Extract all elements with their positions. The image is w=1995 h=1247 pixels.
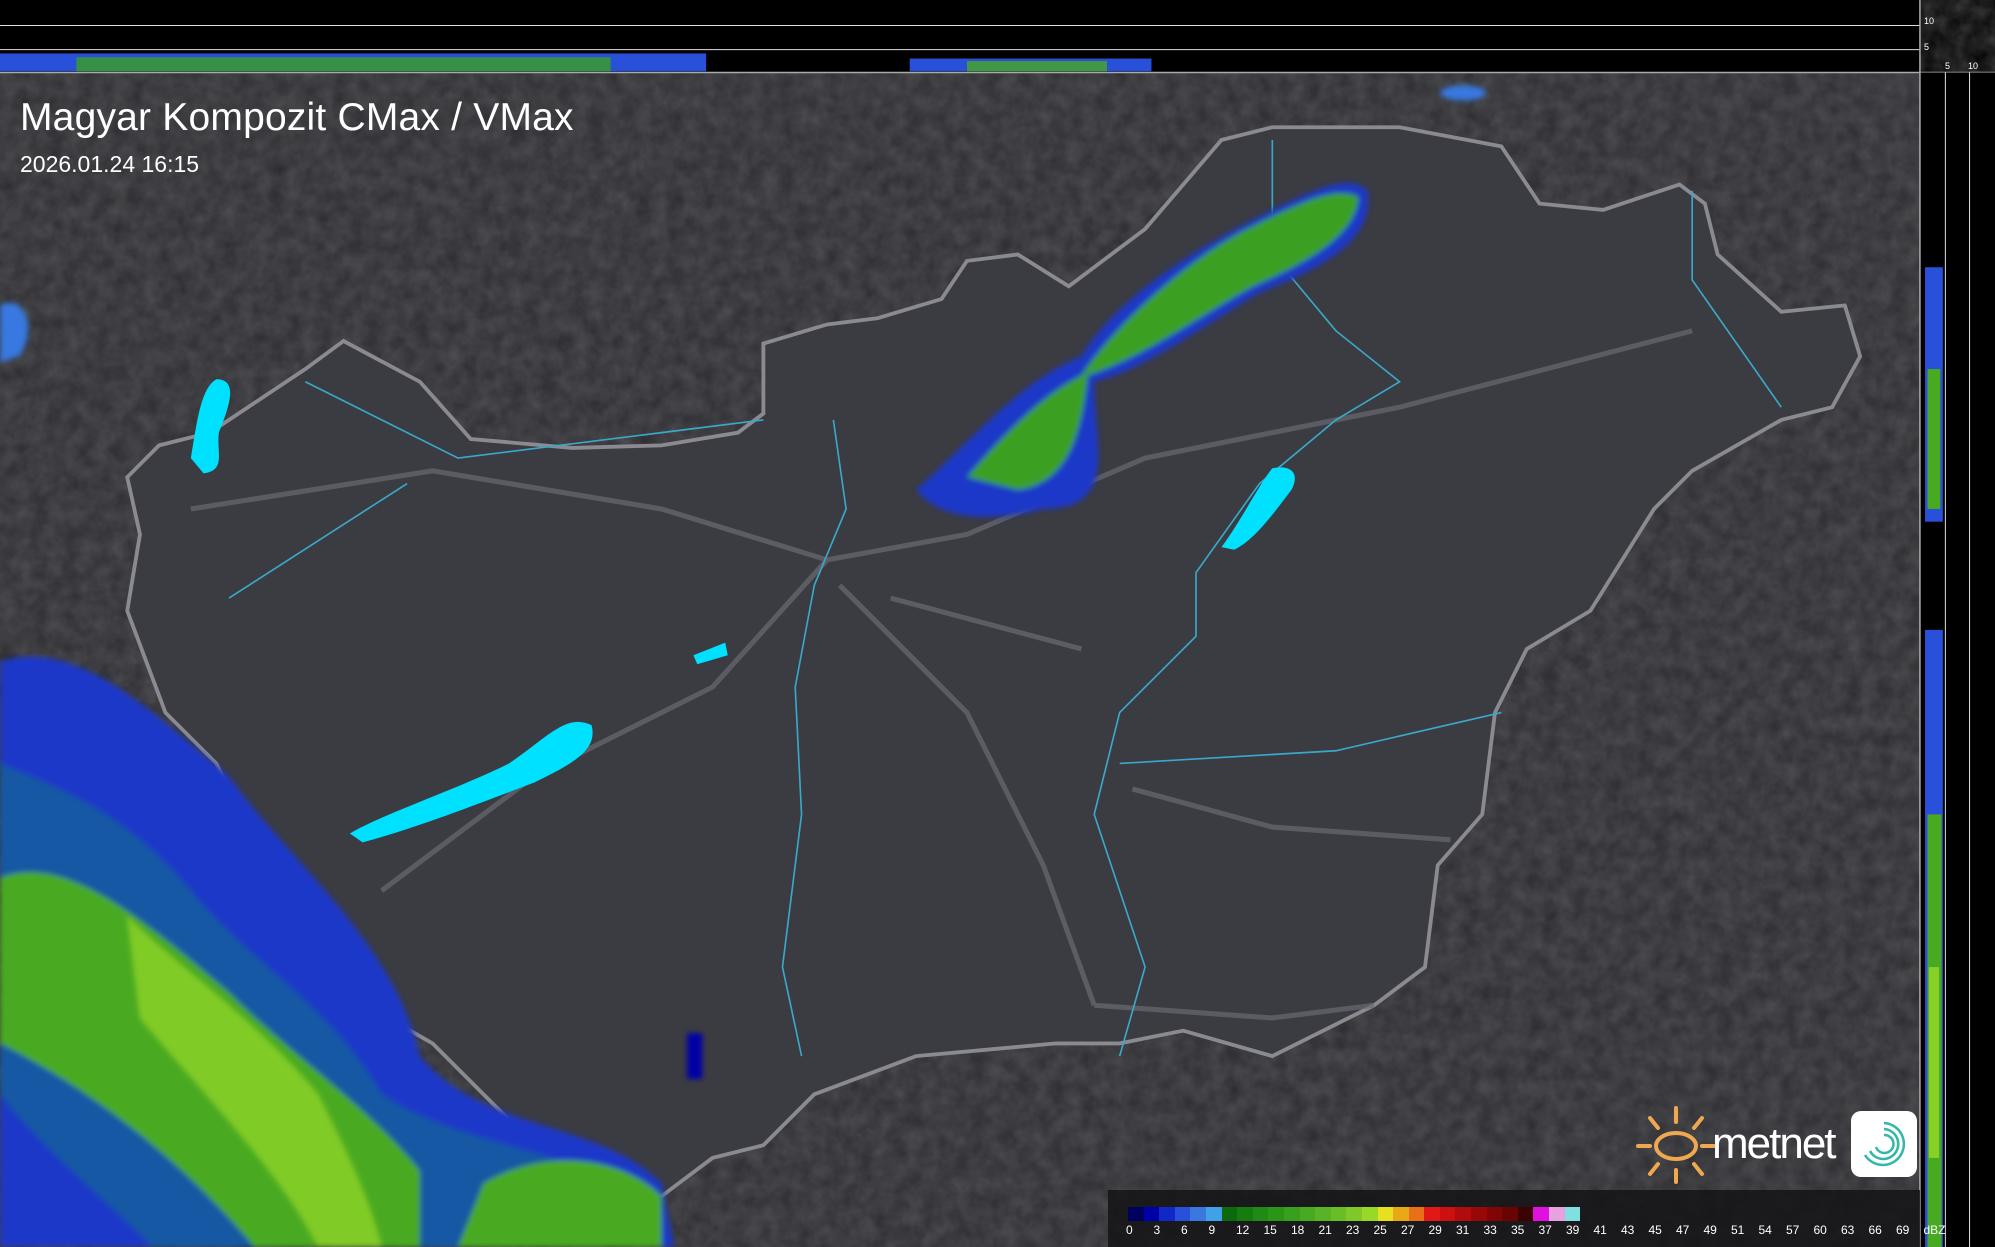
metnet-logo: metnet	[1636, 1104, 1917, 1184]
legend-swatch	[1174, 1207, 1191, 1221]
legend-label: 6	[1181, 1223, 1188, 1237]
legend-swatch	[1564, 1207, 1581, 1221]
legend-swatch	[1533, 1207, 1550, 1221]
legend-label: 51	[1731, 1223, 1745, 1237]
legend-label: 39	[1566, 1223, 1580, 1237]
legend-swatch	[1221, 1207, 1238, 1221]
legend-swatch	[1471, 1207, 1487, 1221]
rivers	[228, 139, 1782, 1057]
legend-swatch	[1159, 1207, 1175, 1221]
legend-label: dBZ	[1923, 1223, 1946, 1237]
sun-icon	[1636, 1106, 1716, 1184]
legend-labels: 0 3 6 9 12 15 18 21 23 25 27 29 31 33 35 37 39 41 43 45 47 49…	[1126, 1223, 1951, 1237]
map-timestamp: 2026.01.24 16:15	[20, 151, 200, 177]
lake-tisza	[1221, 467, 1295, 550]
legend-swatch	[1393, 1207, 1409, 1221]
legend-label: 37	[1538, 1223, 1552, 1237]
lake-velence	[693, 642, 728, 665]
legend-label: 49	[1703, 1223, 1717, 1237]
legend-label: 12	[1236, 1223, 1250, 1237]
legend-label: 57	[1786, 1223, 1800, 1237]
legend-color-bar	[1128, 1207, 1581, 1221]
legend-label: 43	[1621, 1223, 1635, 1237]
legend-swatch	[1299, 1207, 1316, 1221]
legend-swatch	[1377, 1207, 1394, 1221]
legend-swatch	[1346, 1207, 1362, 1221]
legend-swatch	[1143, 1207, 1160, 1221]
legend-label: 47	[1676, 1223, 1690, 1237]
legend-swatch	[1268, 1207, 1284, 1221]
horizontal-scale-label: 10	[1968, 61, 1979, 71]
legend-label: 33	[1483, 1223, 1497, 1237]
legend-label: 63	[1841, 1223, 1855, 1237]
legend-label: 45	[1648, 1223, 1662, 1237]
legend-label: 25	[1373, 1223, 1387, 1237]
legend-label: 29	[1428, 1223, 1442, 1237]
legend-swatch	[1330, 1207, 1347, 1221]
swirl-icon	[1850, 1111, 1917, 1177]
legend-swatch	[1315, 1207, 1331, 1221]
vertical-scale-label: 5	[1924, 42, 1930, 52]
radar-echoes	[0, 85, 1487, 1247]
legend-swatch	[1408, 1207, 1425, 1221]
legend-swatch	[1205, 1207, 1222, 1221]
legend-label: 41	[1593, 1223, 1607, 1237]
legend-swatch	[1549, 1207, 1565, 1221]
legend-swatch	[1517, 1207, 1534, 1221]
legend-swatch	[1439, 1207, 1456, 1221]
legend-swatch	[1237, 1207, 1253, 1221]
lake-neusiedl	[190, 379, 231, 474]
legend-label: 18	[1291, 1223, 1305, 1237]
dbz-legend: 0 3 6 9 12 15 18 21 23 25 27 29 31 33 35 37 39 41 43 45 47 49…	[1108, 1190, 1946, 1247]
roads	[190, 328, 1693, 1021]
legend-swatch	[1455, 1207, 1472, 1221]
legend-swatch	[1128, 1207, 1144, 1221]
legend-label: 31	[1456, 1223, 1470, 1237]
legend-swatch	[1283, 1207, 1300, 1221]
legend-label: 9	[1208, 1223, 1216, 1237]
legend-label: 15	[1263, 1223, 1277, 1237]
legend-swatch	[1424, 1207, 1440, 1221]
legend-label: 0	[1126, 1223, 1133, 1237]
legend-swatch	[1190, 1207, 1206, 1221]
legend-swatch	[1486, 1207, 1503, 1221]
vertical-scale-label: 10	[1924, 16, 1935, 26]
legend-label: 66	[1868, 1223, 1882, 1237]
legend-label: 3	[1153, 1223, 1161, 1237]
legend-label: 23	[1346, 1223, 1360, 1237]
legend-swatch	[1502, 1207, 1518, 1221]
lakes	[190, 379, 1295, 843]
logo-text: metnet	[1712, 1119, 1837, 1168]
map-title: Magyar Kompozit CMax / VMax	[20, 96, 574, 139]
legend-label: 35	[1511, 1223, 1525, 1237]
legend-label: 60	[1813, 1223, 1827, 1237]
horizontal-scale-label: 5	[1945, 61, 1951, 71]
legend-swatch	[1361, 1207, 1378, 1221]
lake-balaton	[349, 721, 593, 843]
legend-label: 69	[1896, 1223, 1910, 1237]
legend-swatch	[1252, 1207, 1269, 1221]
legend-label: 27	[1401, 1223, 1415, 1237]
legend-label: 54	[1758, 1223, 1772, 1237]
legend-label: 21	[1318, 1223, 1332, 1237]
